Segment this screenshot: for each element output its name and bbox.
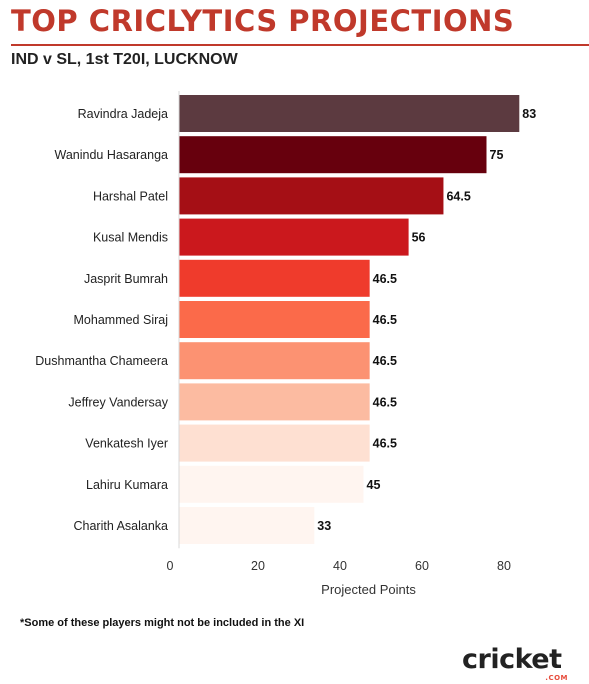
category-label: Kusal Mendis xyxy=(93,231,168,245)
bar-venkatesh-iyer xyxy=(179,424,370,462)
value-label: 83 xyxy=(522,107,536,121)
category-label: Venkatesh Iyer xyxy=(85,437,168,451)
projections-bar-chart: Ravindra Jadeja Wanindu Hasaranga Harshal … xyxy=(35,91,536,597)
category-label: Lahiru Kumara xyxy=(86,478,168,492)
bar-ravindra-jadeja xyxy=(179,95,520,132)
bar-wanindu-hasaranga xyxy=(179,136,487,174)
x-tick-label: 40 xyxy=(333,559,347,573)
category-label: Ravindra Jadeja xyxy=(78,107,168,121)
x-tick-label: 60 xyxy=(415,559,429,573)
category-label: Wanindu Hasaranga xyxy=(55,148,169,162)
footnote: *Some of these players might not be incl… xyxy=(20,617,305,629)
category-labels-group: Ravindra Jadeja Wanindu Hasaranga Harshal … xyxy=(35,107,168,533)
value-label: 46.5 xyxy=(373,437,397,451)
value-label: 45 xyxy=(367,478,381,492)
bar-dushmantha-chameera xyxy=(179,342,370,380)
bar-charith-asalanka xyxy=(179,507,315,544)
x-axis-label: Projected Points xyxy=(321,582,416,597)
x-tick-labels-group: 0 20 40 60 80 xyxy=(167,559,511,573)
bar-jasprit-bumrah xyxy=(179,259,370,297)
value-label: 46.5 xyxy=(373,272,397,286)
value-label: 75 xyxy=(490,148,504,162)
category-label: Jasprit Bumrah xyxy=(84,272,168,286)
bar-jeffrey-vandersay xyxy=(179,383,370,421)
value-label: 46.5 xyxy=(373,395,397,409)
title-divider xyxy=(11,44,589,46)
bar-harshal-patel xyxy=(179,177,444,215)
category-label: Harshal Patel xyxy=(93,189,168,203)
x-tick-label: 0 xyxy=(167,559,174,573)
category-label: Charith Asalanka xyxy=(73,519,168,533)
x-tick-label: 80 xyxy=(497,559,511,573)
logo-sub: .COM xyxy=(545,674,568,682)
category-label: Jeffrey Vandersay xyxy=(68,395,168,409)
category-label: Mohammed Siraj xyxy=(74,313,168,327)
bar-lahiru-kumara xyxy=(179,465,364,503)
match-subtitle: IND v SL, 1st T20I, LUCKNOW xyxy=(11,51,238,68)
value-label: 56 xyxy=(412,231,426,245)
bar-kusal-mendis xyxy=(179,218,409,256)
bar-mohammed-siraj xyxy=(179,301,370,338)
value-label: 46.5 xyxy=(373,354,397,368)
value-label: 33 xyxy=(317,519,331,533)
value-labels-group: 83 75 64.5 56 46.5 46.5 46.5 46.5 46.5 45 33 xyxy=(317,107,536,533)
bars-group xyxy=(179,95,520,544)
category-label: Dushmantha Chameera xyxy=(35,354,168,368)
value-label: 64.5 xyxy=(446,189,470,203)
value-label: 46.5 xyxy=(373,313,397,327)
page-title: TOP CRICLYTICS PROJECTIONS xyxy=(11,4,515,38)
cricket-com-logo: cricket .COM xyxy=(462,644,574,683)
x-tick-label: 20 xyxy=(251,559,265,573)
logo-wordmark: cricket xyxy=(462,644,562,675)
